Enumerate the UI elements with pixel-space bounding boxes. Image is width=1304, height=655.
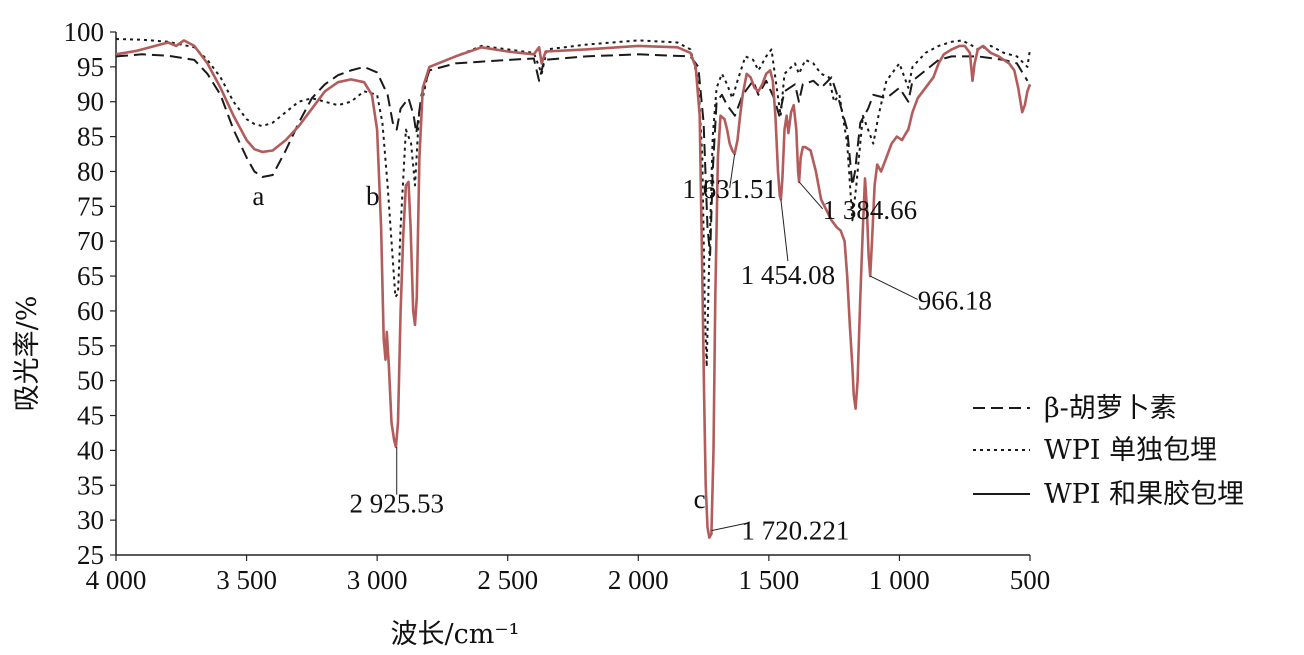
annotation-leader <box>780 199 789 262</box>
annotation-label: 966.18 <box>918 285 992 315</box>
annotation-leader <box>798 181 824 210</box>
annotations: a b 2 925.53 c 1 720.221 1 631.51 1 454.08 1 38… <box>252 153 992 546</box>
y-tick-label: 25 <box>77 540 104 570</box>
x-tick-label: 3 000 <box>347 565 408 595</box>
y-tick-label: 85 <box>77 122 104 152</box>
annotation-label: 2 925.53 <box>349 489 444 519</box>
x-tick-label: 1 500 <box>738 565 799 595</box>
annotation-leader <box>729 153 736 188</box>
y-tick-label: 45 <box>77 401 104 431</box>
y-tick-label: 90 <box>77 87 104 117</box>
x-axis-title: 波长/cm⁻¹ <box>391 619 520 650</box>
axes: 4 000 3 500 3 000 2 500 2 000 1 500 1 000 500 25… <box>12 17 1050 650</box>
annotation-label: 1 384.66 <box>823 195 918 225</box>
annotation-label: 1 720.221 <box>741 516 849 546</box>
x-tick-label: 500 <box>1010 565 1051 595</box>
annotation-label: b <box>366 181 380 211</box>
y-tick-label: 70 <box>77 226 104 256</box>
legend-label: WPI 和果胶包埋 <box>1044 479 1244 510</box>
y-tick-label: 30 <box>77 505 104 535</box>
y-tick-label: 35 <box>77 470 104 500</box>
series-line-3 <box>115 39 1032 539</box>
annotation-leader <box>869 275 918 300</box>
annotation-label: 1 631.51 <box>682 174 777 204</box>
legend-label: β-胡萝卜素 <box>1044 393 1177 424</box>
series-group <box>115 38 1032 539</box>
y-tick-label: 100 <box>64 17 105 47</box>
x-tick-label: 1 000 <box>869 565 930 595</box>
y-tick-label: 60 <box>77 296 104 326</box>
x-tick-label: 2 000 <box>608 565 669 595</box>
y-tick-label: 40 <box>77 435 104 465</box>
y-tick-label: 75 <box>77 191 104 221</box>
y-tick-label: 95 <box>77 52 104 82</box>
x-tick-label: 2 500 <box>477 565 538 595</box>
legend: β-胡萝卜素 WPI 单独包埋 WPI 和果胶包埋 <box>973 393 1244 510</box>
annotation-label: a <box>252 181 264 211</box>
y-tick-label: 55 <box>77 331 104 361</box>
annotation-label: 1 454.08 <box>741 260 836 290</box>
annotation-label: c <box>694 484 706 514</box>
annotation-leader <box>711 522 750 532</box>
x-tick-label: 4 000 <box>86 565 147 595</box>
series-line-2 <box>115 38 1031 368</box>
series-line-1 <box>115 53 1029 257</box>
legend-label: WPI 单独包埋 <box>1044 435 1217 466</box>
y-tick-label: 80 <box>77 156 104 186</box>
y-axis-title: 吸光率/% <box>12 296 43 412</box>
y-tick-label: 65 <box>77 261 104 291</box>
x-tick-label: 3 500 <box>216 565 277 595</box>
y-tick-label: 50 <box>77 366 104 396</box>
